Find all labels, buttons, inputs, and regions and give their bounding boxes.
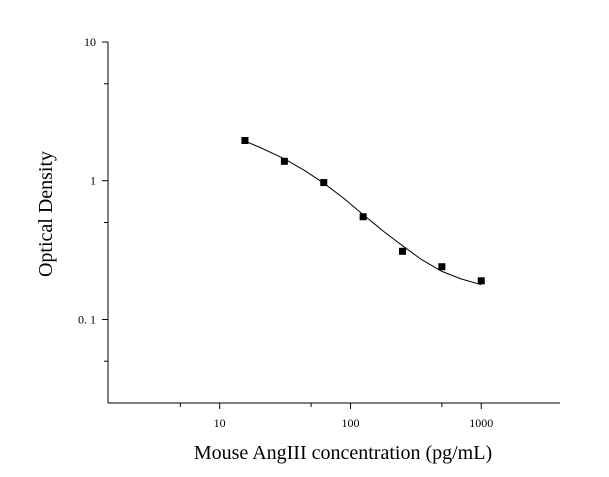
data-point [359, 213, 367, 221]
data-point [438, 263, 446, 271]
x-axis-title: Mouse AngIII concentration (pg/mL) [194, 442, 492, 464]
y-axis-title: Optical Density [35, 151, 57, 277]
data-point [280, 157, 288, 165]
data-point [241, 136, 249, 144]
x-tick-label: 1000 [469, 416, 493, 430]
y-axis-ticks: 0. 1 1 10 [78, 35, 108, 362]
fit-curve [244, 140, 482, 286]
x-axis-ticks: 10 100 1000 [179, 403, 493, 430]
data-point [320, 179, 328, 187]
x-tick-label: 100 [341, 416, 359, 430]
data-point [477, 277, 485, 285]
fit-curve-layer [244, 140, 482, 286]
x-tick-label: 10 [214, 416, 226, 430]
y-tick-label: 0. 1 [78, 312, 96, 326]
data-point [399, 247, 407, 255]
axes [107, 42, 560, 404]
y-tick-label: 1 [90, 174, 96, 188]
y-tick-label: 10 [84, 35, 96, 49]
data-points [241, 136, 485, 285]
